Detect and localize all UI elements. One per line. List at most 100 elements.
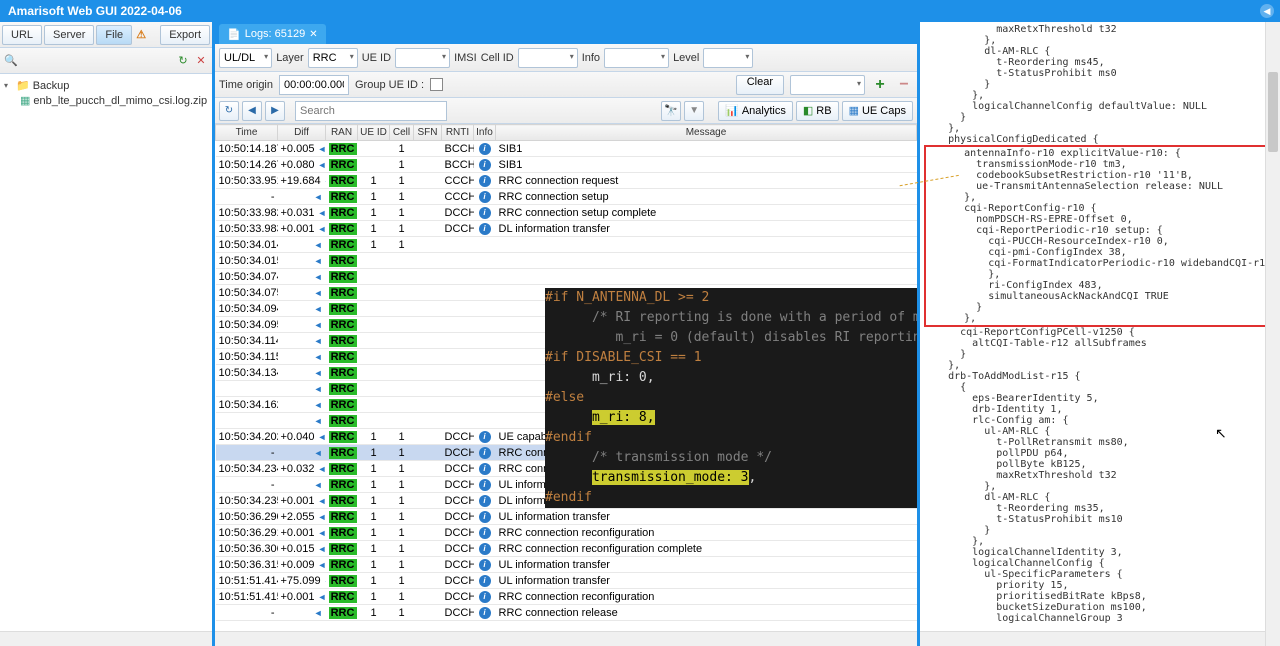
left-hscroll[interactable] <box>0 631 212 646</box>
file-label: enb_lte_pucch_dl_mimo_csi.log.zip <box>33 95 207 107</box>
table-row[interactable]: -◄RRC11CCCHiRRC connection setup <box>216 189 917 205</box>
table-row[interactable]: -◄RRC11DCCHiRRC connection release <box>216 605 917 621</box>
cellid-combo[interactable] <box>518 48 578 68</box>
table-row[interactable]: 10:50:14.267+0.080 ◄RRC1BCCHiSIB1 <box>216 157 917 173</box>
tree-folder[interactable]: ▾ 📁 Backup <box>4 78 208 93</box>
url-button[interactable]: URL <box>2 25 42 45</box>
right-hscroll[interactable] <box>920 631 1280 646</box>
table-row[interactable]: 10:50:33.983+0.001 ◄RRC11DCCHiDL informa… <box>216 221 917 237</box>
col-info[interactable]: Info <box>474 125 496 141</box>
time-origin-input[interactable] <box>279 75 349 95</box>
logs-tab[interactable]: 📄 Logs: 65129 ✕ <box>219 24 326 44</box>
table-row[interactable]: 10:50:36.290+2.055 ◄RRC11DCCHiUL informa… <box>216 509 917 525</box>
layer-combo[interactable]: RRC <box>308 48 358 68</box>
binoculars-icon[interactable]: 🔭 <box>661 101 681 121</box>
right-vscroll[interactable] <box>1265 22 1280 646</box>
file-icon: ▦ <box>20 94 30 107</box>
chart-icon: 📊 <box>725 104 739 117</box>
table-row[interactable]: 10:50:34.074◄RRC <box>216 269 917 285</box>
scroll-thumb[interactable] <box>1268 72 1278 152</box>
tree-toolbar: 🔍 ↻ ✕ <box>0 48 212 74</box>
group-ueid-checkbox[interactable] <box>430 78 443 91</box>
left-toolbar: URL Server File ⚠ Export <box>0 22 212 48</box>
tree-close-icon[interactable]: ✕ <box>194 54 208 68</box>
detail-bot: cqi-ReportConfigPCell-v1250 { altCQI-Tab… <box>924 327 1147 624</box>
folder-icon: 📁 <box>16 79 30 92</box>
search-input[interactable] <box>295 101 447 121</box>
tab-label: Logs: 65129 <box>245 28 306 40</box>
col-sfn[interactable]: SFN <box>414 125 442 141</box>
remove-icon[interactable]: − <box>895 76 913 94</box>
nav-back-icon[interactable]: ◀ <box>242 101 262 121</box>
app-title: Amarisoft Web GUI 2022-04-06 <box>8 4 182 18</box>
tab-bar: 📄 Logs: 65129 ✕ <box>215 22 917 44</box>
col-msg[interactable]: Message <box>496 125 917 141</box>
filter-bar: UL/DL Layer RRC UE ID IMSI Cell ID Info … <box>215 44 917 72</box>
right-panel: maxRetxThreshold t32 }, dl-AM-RLC { t-Re… <box>920 22 1280 646</box>
table-row[interactable]: 10:50:36.315+0.009 ◄RRC11DCCHiUL informa… <box>216 557 917 573</box>
uecaps-button[interactable]: ▦UE Caps <box>842 101 913 121</box>
export-button[interactable]: Export <box>160 25 210 45</box>
table-row[interactable]: 10:50:36.291+0.001 ◄RRC11DCCHiRRC connec… <box>216 525 917 541</box>
col-ran[interactable]: RAN <box>326 125 358 141</box>
layer-label: Layer <box>276 52 304 64</box>
mid-hscroll[interactable] <box>215 631 917 646</box>
imsi-label: IMSI <box>454 52 477 64</box>
detail-top: maxRetxThreshold t32 }, dl-AM-RLC { t-Re… <box>924 24 1207 145</box>
uecaps-icon: ▦ <box>849 104 859 117</box>
ueid-label: UE ID <box>362 52 391 64</box>
analytics-button[interactable]: 📊Analytics <box>718 101 793 121</box>
table-row[interactable]: 10:50:34.014◄RRC11 <box>216 237 917 253</box>
level-combo[interactable] <box>703 48 753 68</box>
table-row[interactable]: 10:51:51.415+0.001 ◄RRC11DCCHiRRC connec… <box>216 589 917 605</box>
nav-fwd-icon[interactable]: ▶ <box>265 101 285 121</box>
ueid-combo[interactable] <box>395 48 450 68</box>
table-row[interactable]: 10:50:33.982+0.031 ◄RRC11DCCHiRRC connec… <box>216 205 917 221</box>
group-ueid-label: Group UE ID : <box>355 79 424 91</box>
tree-file[interactable]: ▦ enb_lte_pucch_dl_mimo_csi.log.zip ✔ <box>4 93 208 108</box>
search-bar: ↻ ◀ ▶ 🔭 ▼ 📊Analytics ◧RB ▦UE Caps <box>215 98 917 124</box>
origin-bar: Time origin Group UE ID : Clear + − <box>215 72 917 98</box>
grid-header: Time Diff RAN UE ID Cell SFN RNTI Info M… <box>216 125 917 141</box>
file-button[interactable]: File <box>96 25 132 45</box>
col-ueid[interactable]: UE ID <box>358 125 390 141</box>
tree-search-icon[interactable]: 🔍 <box>4 54 18 68</box>
collapse-icon[interactable]: ▾ <box>4 81 13 90</box>
nav-refresh-icon[interactable]: ↻ <box>219 101 239 121</box>
server-button[interactable]: Server <box>44 25 94 45</box>
warning-icon[interactable]: ⚠ <box>134 28 148 42</box>
col-rnti[interactable]: RNTI <box>442 125 474 141</box>
table-row[interactable]: 10:50:34.015◄RRC <box>216 253 917 269</box>
col-cell[interactable]: Cell <box>390 125 414 141</box>
profile-combo[interactable] <box>790 75 865 95</box>
close-tab-icon[interactable]: ✕ <box>309 29 317 40</box>
tree-refresh-icon[interactable]: ↻ <box>176 54 190 68</box>
highlight-box: antennaInfo-r10 explicitValue-r10: { tra… <box>924 145 1280 327</box>
table-row[interactable]: 10:50:33.951+19.684 ◄RRC11CCCHiRRC conne… <box>216 173 917 189</box>
info-label: Info <box>582 52 600 64</box>
clear-button[interactable]: Clear <box>736 75 784 95</box>
rb-button[interactable]: ◧RB <box>796 101 839 121</box>
cellid-label: Cell ID <box>481 52 514 64</box>
uldl-combo[interactable]: UL/DL <box>219 48 272 68</box>
info-combo[interactable] <box>604 48 669 68</box>
table-row[interactable]: 10:50:36.306+0.015 ◄RRC11DCCHiRRC connec… <box>216 541 917 557</box>
table-row[interactable]: 10:50:14.187+0.005 ◄RRC1BCCHiSIB1 <box>216 141 917 157</box>
mid-panel: 📄 Logs: 65129 ✕ UL/DL Layer RRC UE ID IM… <box>215 22 920 646</box>
col-time[interactable]: Time <box>216 125 278 141</box>
table-row[interactable]: 10:51:51.414+75.099 ◄RRC11DCCHiUL inform… <box>216 573 917 589</box>
detail-code: maxRetxThreshold t32 }, dl-AM-RLC { t-Re… <box>920 22 1280 631</box>
level-label: Level <box>673 52 699 64</box>
add-icon[interactable]: + <box>871 76 889 94</box>
collapse-sidebar-icon[interactable]: ◀ <box>1260 4 1274 18</box>
code-overlay: #if N_ANTENNA_DL >= 2 /* RI reporting is… <box>545 288 917 508</box>
filter-icon[interactable]: ▼ <box>684 101 704 121</box>
col-diff[interactable]: Diff <box>278 125 326 141</box>
log-grid-wrap: Time Diff RAN UE ID Cell SFN RNTI Info M… <box>215 124 917 631</box>
file-tree: ▾ 📁 Backup ▦ enb_lte_pucch_dl_mimo_csi.l… <box>0 74 212 631</box>
doc-icon: 📄 <box>227 28 241 41</box>
time-origin-label: Time origin <box>219 79 273 91</box>
app-header: Amarisoft Web GUI 2022-04-06 ◀ <box>0 0 1280 22</box>
folder-label: Backup <box>33 80 70 92</box>
left-panel: URL Server File ⚠ Export 🔍 ↻ ✕ ▾ 📁 Backu… <box>0 22 215 646</box>
